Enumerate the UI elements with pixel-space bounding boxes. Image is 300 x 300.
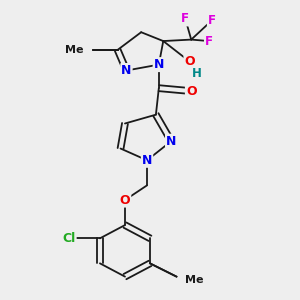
- Text: Cl: Cl: [62, 232, 76, 245]
- Text: H: H: [192, 67, 202, 80]
- Text: N: N: [154, 58, 164, 71]
- Text: O: O: [184, 55, 195, 68]
- Text: N: N: [121, 64, 132, 77]
- Text: F: F: [205, 34, 213, 48]
- Text: O: O: [120, 194, 130, 207]
- Text: N: N: [166, 135, 176, 148]
- Text: Me: Me: [65, 45, 84, 55]
- Text: F: F: [181, 13, 189, 26]
- Text: Me: Me: [185, 274, 204, 285]
- Text: F: F: [208, 14, 216, 27]
- Text: N: N: [142, 154, 152, 167]
- Text: O: O: [186, 85, 196, 98]
